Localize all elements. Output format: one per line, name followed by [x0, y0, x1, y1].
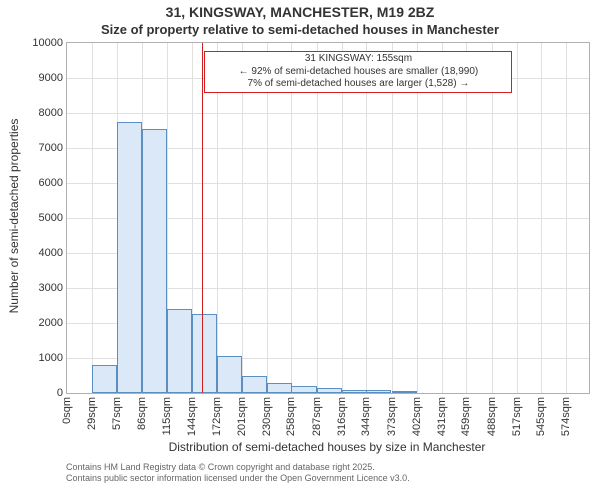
xtick-label: 574sqm	[560, 397, 572, 436]
histogram-bar	[92, 365, 117, 393]
x-axis-label: Distribution of semi-detached houses by …	[66, 440, 588, 454]
ytick-label: 1000	[39, 352, 63, 364]
ytick-label: 2000	[39, 317, 63, 329]
histogram-bar	[117, 122, 142, 393]
annotation-box: 31 KINGSWAY: 155sqm← 92% of semi-detache…	[204, 51, 512, 93]
xtick-label: 344sqm	[360, 397, 372, 436]
gridline-v	[366, 43, 367, 393]
ytick-label: 3000	[39, 282, 63, 294]
ytick-label: 4000	[39, 247, 63, 259]
ytick-label: 7000	[39, 142, 63, 154]
annotation-line-1: 31 KINGSWAY: 155sqm	[209, 53, 507, 66]
xtick-label: 488sqm	[486, 397, 498, 436]
gridline-v	[517, 43, 518, 393]
xtick-label: 57sqm	[111, 397, 123, 430]
gridline-v	[492, 43, 493, 393]
property-marker-line	[202, 43, 203, 393]
xtick-label: 431sqm	[436, 397, 448, 436]
gridline-v	[291, 43, 292, 393]
histogram-bar	[192, 314, 217, 393]
histogram-bar	[142, 129, 167, 393]
xtick-label: 402sqm	[411, 397, 423, 436]
histogram-bar	[342, 390, 367, 394]
histogram-bar	[267, 383, 292, 394]
attribution-line-2: Contains public sector information licen…	[66, 473, 410, 484]
xtick-label: 29sqm	[86, 397, 98, 430]
annotation-line-2: ← 92% of semi-detached houses are smalle…	[209, 66, 507, 79]
xtick-label: 517sqm	[511, 397, 523, 436]
ytick-label: 9000	[39, 72, 63, 84]
gridline-v	[442, 43, 443, 393]
xtick-label: 86sqm	[136, 397, 148, 430]
histogram-bar	[242, 376, 267, 394]
y-axis-label: Number of semi-detached properties	[7, 96, 21, 336]
xtick-label: 230sqm	[261, 397, 273, 436]
attribution-line-1: Contains HM Land Registry data © Crown c…	[66, 462, 410, 473]
histogram-bar	[291, 386, 316, 393]
xtick-label: 287sqm	[311, 397, 323, 436]
gridline-h	[67, 113, 589, 114]
chart-container: 31, KINGSWAY, MANCHESTER, M19 2BZ Size o…	[0, 0, 600, 500]
gridline-v	[392, 43, 393, 393]
attribution-text: Contains HM Land Registry data © Crown c…	[66, 462, 410, 485]
annotation-line-3: 7% of semi-detached houses are larger (1…	[209, 78, 507, 91]
xtick-label: 115sqm	[161, 397, 173, 435]
gridline-v	[342, 43, 343, 393]
gridline-v	[317, 43, 318, 393]
histogram-bar	[317, 388, 342, 393]
xtick-label: 459sqm	[460, 397, 472, 436]
gridline-v	[92, 43, 93, 393]
gridline-v	[242, 43, 243, 393]
gridline-v	[267, 43, 268, 393]
gridline-v	[566, 43, 567, 393]
ytick-label: 10000	[32, 37, 63, 49]
gridline-v	[466, 43, 467, 393]
chart-title: 31, KINGSWAY, MANCHESTER, M19 2BZ	[0, 4, 600, 20]
gridline-v	[541, 43, 542, 393]
ytick-label: 5000	[39, 212, 63, 224]
xtick-label: 201sqm	[236, 397, 248, 436]
histogram-bar	[366, 390, 391, 393]
xtick-label: 373sqm	[386, 397, 398, 436]
plot-area: 0100020003000400050006000700080009000100…	[66, 42, 590, 394]
gridline-v	[417, 43, 418, 393]
chart-subtitle: Size of property relative to semi-detach…	[0, 22, 600, 37]
histogram-bar	[217, 356, 242, 393]
xtick-label: 144sqm	[186, 397, 198, 436]
xtick-label: 0sqm	[61, 397, 73, 424]
histogram-bar	[392, 391, 417, 393]
ytick-label: 8000	[39, 107, 63, 119]
xtick-label: 545sqm	[535, 397, 547, 436]
xtick-label: 316sqm	[336, 397, 348, 436]
histogram-bar	[167, 309, 192, 393]
xtick-label: 172sqm	[211, 397, 223, 436]
xtick-label: 258sqm	[285, 397, 297, 436]
ytick-label: 6000	[39, 177, 63, 189]
